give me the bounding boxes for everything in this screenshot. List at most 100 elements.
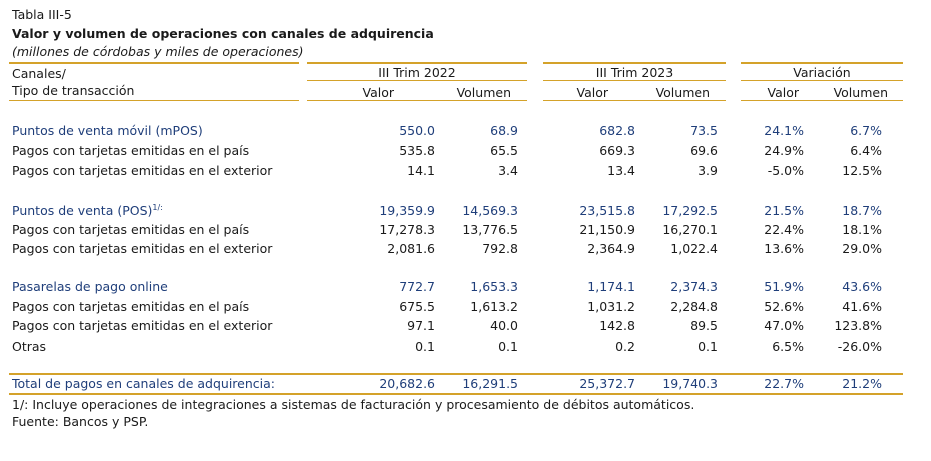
header-sub-valor-var: Valor: [767, 85, 799, 100]
table-cell: 792.8: [482, 241, 518, 256]
table-cell: 123.8%: [834, 318, 882, 333]
table-cell: 1,031.2: [587, 299, 635, 314]
table-cell: 6.5%: [772, 339, 804, 354]
table-cell: 22.4%: [764, 222, 804, 237]
header-sub-volumen-2022: Volumen: [456, 85, 511, 100]
table-cell: 24.9%: [764, 143, 804, 158]
table-cell: 6.4%: [850, 143, 882, 158]
row-label-text: Puntos de venta (POS): [12, 203, 153, 218]
table-cell: 0.1: [415, 339, 435, 354]
row-label-text: Pagos con tarjetas emitidas en el país: [12, 299, 250, 314]
table-cell: 3.9: [698, 163, 718, 178]
table-cell: 18.7%: [842, 203, 882, 218]
top-rule-col0: [9, 62, 299, 64]
row-label-text: Otras: [12, 339, 47, 354]
table-cell: 0.1: [498, 339, 518, 354]
total-cell-3: 25,372.7: [579, 376, 635, 391]
row-label-text: Puntos de venta móvil (mPOS): [12, 123, 203, 138]
table-cell: 29.0%: [842, 241, 882, 256]
table-cell: 13,776.5: [462, 222, 518, 237]
table-cell: 2,364.9: [587, 241, 635, 256]
row-label-text: Pagos con tarjetas emitidas en el país: [12, 222, 250, 237]
table-cell: 669.3: [599, 143, 635, 158]
header-sub-valor-2023: Valor: [576, 85, 608, 100]
table-cell: 772.7: [399, 279, 435, 294]
table-cell: 142.8: [599, 318, 635, 333]
total-cell-6: 21.2%: [842, 376, 882, 391]
table-cell: 535.8: [399, 143, 435, 158]
table-cell: 1,613.2: [470, 299, 518, 314]
row-label-text: Pagos con tarjetas emitidas en el exteri…: [12, 318, 273, 333]
table-cell: -26.0%: [837, 339, 882, 354]
footnote-marker: 1/:: [152, 203, 163, 212]
row-label-text: Pasarelas de pago online: [12, 279, 168, 294]
total-top-rule: [9, 373, 903, 375]
table-cell: 1,022.4: [670, 241, 718, 256]
table-cell: 2,081.6: [387, 241, 435, 256]
row-label: Pasarelas de pago online: [12, 279, 168, 294]
table-cell: 6.7%: [850, 123, 882, 138]
top-rule-group1: [307, 62, 527, 64]
table-cell: 2,284.8: [670, 299, 718, 314]
table-cell: 1,174.1: [587, 279, 635, 294]
table-label: Tabla III-5: [12, 7, 72, 22]
group1-underline: [307, 80, 527, 81]
table-cell: 73.5: [690, 123, 718, 138]
row-label: Pagos con tarjetas emitidas en el país: [12, 299, 249, 314]
table-cell: 675.5: [399, 299, 435, 314]
header-group-2022: III Trim 2022: [378, 65, 456, 80]
row-label-text: Pagos con tarjetas emitidas en el país: [12, 143, 250, 158]
table-cell: 19,359.9: [379, 203, 435, 218]
row-label-text: Pagos con tarjetas emitidas en el exteri…: [12, 163, 273, 178]
header-col0-line1: Canales/: [12, 66, 66, 81]
table-cell: 97.1: [407, 318, 435, 333]
total-bottom-rule: [9, 393, 903, 395]
header-bottom-rule-col0: [9, 100, 299, 101]
total-cell-4: 19,740.3: [662, 376, 718, 391]
row-label: Pagos con tarjetas emitidas en el país: [12, 143, 249, 158]
row-label: Pagos con tarjetas emitidas en el exteri…: [12, 163, 272, 178]
table-title: Valor y volumen de operaciones con canal…: [12, 26, 434, 41]
table-cell: 23,515.8: [579, 203, 635, 218]
table-cell: 21,150.9: [579, 222, 635, 237]
table-cell: 21.5%: [764, 203, 804, 218]
table-cell: 14.1: [407, 163, 435, 178]
header-sub-valor-2022: Valor: [362, 85, 394, 100]
footnote: 1/: Incluye operaciones de integraciones…: [12, 397, 695, 412]
table-cell: 13.6%: [764, 241, 804, 256]
total-cell-5: 22.7%: [764, 376, 804, 391]
table-cell: 51.9%: [764, 279, 804, 294]
total-cell-2: 16,291.5: [462, 376, 518, 391]
header-group-variacion: Variación: [793, 65, 851, 80]
top-rule-group3: [741, 62, 903, 64]
table-cell: 17,292.5: [662, 203, 718, 218]
row-label: Puntos de venta móvil (mPOS): [12, 123, 203, 138]
row-label: Pagos con tarjetas emitidas en el exteri…: [12, 318, 272, 333]
header-bottom-rule-group3: [741, 100, 903, 101]
table-cell: 69.6: [690, 143, 718, 158]
table-cell: 13.4: [607, 163, 635, 178]
table-cell: 41.6%: [842, 299, 882, 314]
table-subtitle: (millones de córdobas y miles de operaci…: [12, 44, 304, 59]
table-cell: 17,278.3: [379, 222, 435, 237]
row-label-text: Pagos con tarjetas emitidas en el exteri…: [12, 241, 273, 256]
header-group-2023: III Trim 2023: [595, 65, 674, 80]
header-bottom-rule-group1: [307, 100, 527, 101]
header-bottom-rule-group2: [543, 100, 726, 101]
row-label: Puntos de venta (POS)1/:: [12, 203, 163, 218]
table-cell: 68.9: [490, 123, 518, 138]
top-rule-group2: [543, 62, 726, 64]
table-cell: 52.6%: [764, 299, 804, 314]
table-cell: 550.0: [399, 123, 435, 138]
total-cell-1: 20,682.6: [379, 376, 435, 391]
table-cell: 65.5: [490, 143, 518, 158]
table-cell: 682.8: [599, 123, 635, 138]
table-cell: 1,653.3: [470, 279, 518, 294]
table-cell: 12.5%: [842, 163, 882, 178]
table-cell: 14,569.3: [462, 203, 518, 218]
header-col0-line2: Tipo de transacción: [12, 83, 135, 98]
table-cell: 16,270.1: [662, 222, 718, 237]
table-cell: 18.1%: [842, 222, 882, 237]
total-label: Total de pagos en canales de adquirencia…: [12, 376, 275, 391]
table-cell: 24.1%: [764, 123, 804, 138]
